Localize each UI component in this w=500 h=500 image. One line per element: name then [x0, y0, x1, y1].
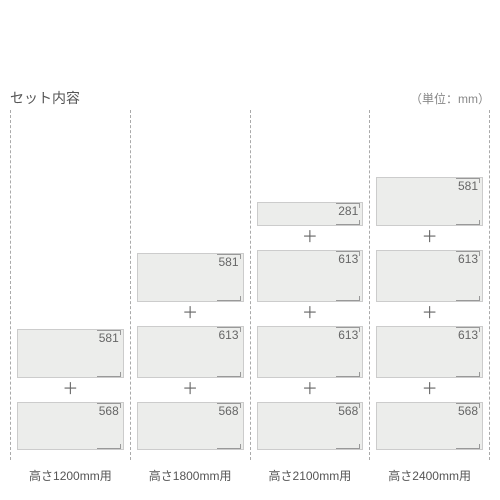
column: 581＋613＋568高さ1800mm用	[130, 110, 250, 460]
title: セット内容	[10, 88, 80, 108]
panel-dimension: 568	[458, 405, 478, 417]
panel-dimension: 568	[99, 405, 119, 417]
plus-icon: ＋	[302, 382, 318, 398]
plus-icon: ＋	[182, 382, 198, 398]
panel-dimension: 581	[458, 180, 478, 192]
panel: 581	[376, 177, 483, 226]
panel: 568	[137, 402, 244, 450]
panel: 281	[257, 202, 364, 226]
panel-dimension: 613	[458, 329, 478, 341]
column: 581＋568高さ1200mm用	[10, 110, 130, 460]
panel: 613	[257, 250, 364, 302]
panel-dimension: 568	[338, 405, 358, 417]
plus-icon: ＋	[422, 230, 438, 246]
panel: 613	[376, 326, 483, 378]
panel-dimension: 613	[458, 253, 478, 265]
column-label: 高さ1800mm用	[131, 467, 250, 484]
panel-dimension: 568	[218, 405, 238, 417]
header: セット内容 （単位：mm）	[10, 88, 490, 108]
panel-dimension: 613	[218, 329, 238, 341]
panel: 581	[137, 253, 244, 302]
plus-icon: ＋	[302, 230, 318, 246]
panel: 568	[257, 402, 364, 450]
unit-label: （単位：mm）	[410, 90, 490, 107]
columns-container: 581＋568高さ1200mm用581＋613＋568高さ1800mm用281＋…	[10, 110, 490, 460]
plus-icon: ＋	[62, 382, 78, 398]
panel-dimension: 281	[338, 205, 358, 217]
panel: 613	[137, 326, 244, 378]
plus-icon: ＋	[422, 382, 438, 398]
column-label: 高さ2400mm用	[370, 467, 489, 484]
column-label: 高さ2100mm用	[251, 467, 370, 484]
panel-dimension: 613	[338, 253, 358, 265]
column: 581＋613＋613＋568高さ2400mm用	[369, 110, 490, 460]
column-label: 高さ1200mm用	[11, 467, 130, 484]
panel-dimension: 581	[99, 332, 119, 344]
panel: 568	[17, 402, 124, 450]
panel-dimension: 613	[338, 329, 358, 341]
panel-dimension: 581	[218, 256, 238, 268]
panel: 613	[257, 326, 364, 378]
column: 281＋613＋613＋568高さ2100mm用	[250, 110, 370, 460]
plus-icon: ＋	[422, 306, 438, 322]
panel: 568	[376, 402, 483, 450]
panel: 613	[376, 250, 483, 302]
panel: 581	[17, 329, 124, 378]
plus-icon: ＋	[302, 306, 318, 322]
plus-icon: ＋	[182, 306, 198, 322]
